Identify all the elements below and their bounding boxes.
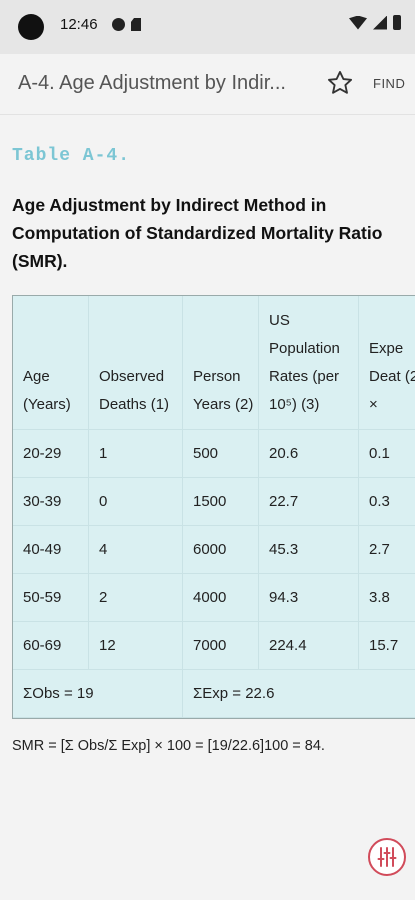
table-cell: 1500: [183, 478, 259, 526]
table-cell: 22.7: [259, 478, 359, 526]
table-header-cell: Age (Years): [13, 296, 89, 430]
status-bar: 12:46: [0, 0, 415, 54]
table-cell: 12: [89, 622, 183, 670]
find-button[interactable]: FIND: [373, 76, 406, 91]
signal-icon: [373, 15, 387, 30]
table-cell: 6000: [183, 526, 259, 574]
summary-observed: ΣObs = 19: [13, 670, 183, 718]
table-cell: 0.3: [359, 478, 415, 526]
table-cell: 2: [89, 574, 183, 622]
table-cell: 20-29: [13, 430, 89, 478]
page-title: A-4. Age Adjustment by Indir...: [18, 72, 286, 94]
summary-expected: ΣExp = 22.6: [183, 670, 415, 718]
table-cell: 94.3: [259, 574, 359, 622]
table-cell: 224.4: [259, 622, 359, 670]
table-cell: 4000: [183, 574, 259, 622]
table-cell: 15.7: [359, 622, 415, 670]
table-header-cell: Person Years (2): [183, 296, 259, 430]
table-cell: 3.8: [359, 574, 415, 622]
table-cell: 20.6: [259, 430, 359, 478]
table-label: Table A-4.: [12, 146, 131, 166]
table-cell: 500: [183, 430, 259, 478]
table-header-cell: US Population Rates (per 10⁵) (3): [259, 296, 359, 430]
table-header-cell: Expe Deat (2) ×: [359, 296, 415, 430]
table-cell: 2.7: [359, 526, 415, 574]
status-time: 12:46: [60, 16, 98, 33]
notification-icon: [112, 18, 125, 31]
table-cell: 60-69: [13, 622, 89, 670]
wifi-icon: [349, 15, 367, 30]
star-outline-icon: [327, 70, 353, 94]
table-header-cell: Observed Deaths (1): [89, 296, 183, 430]
main-content: Table A-4. Age Adjustment by Indirect Me…: [0, 115, 415, 900]
table-cell: 45.3: [259, 526, 359, 574]
camera-cutout: [18, 14, 44, 40]
sim-card-icon: [131, 18, 141, 31]
table-cell: 1: [89, 430, 183, 478]
table-cell: 50-59: [13, 574, 89, 622]
table-cell: 30-39: [13, 478, 89, 526]
table-cell: 4: [89, 526, 183, 574]
bookmark-button[interactable]: [326, 69, 354, 97]
settings-fab[interactable]: [368, 838, 406, 876]
table-cell: 0: [89, 478, 183, 526]
table-cell: 40-49: [13, 526, 89, 574]
data-table[interactable]: Age (Years) Observed Deaths (1) Person Y…: [12, 295, 415, 719]
smr-formula: SMR = [Σ Obs/Σ Exp] × 100 = [19/22.6]100…: [12, 738, 325, 754]
app-bar: A-4. Age Adjustment by Indir... FIND: [0, 54, 415, 115]
battery-icon: [393, 15, 401, 30]
table-cell: 0.1: [359, 430, 415, 478]
status-icons: [349, 15, 401, 30]
table-cell: 7000: [183, 622, 259, 670]
tuning-sliders-icon: [377, 847, 397, 867]
table-caption: Age Adjustment by Indirect Method in Com…: [12, 195, 383, 271]
